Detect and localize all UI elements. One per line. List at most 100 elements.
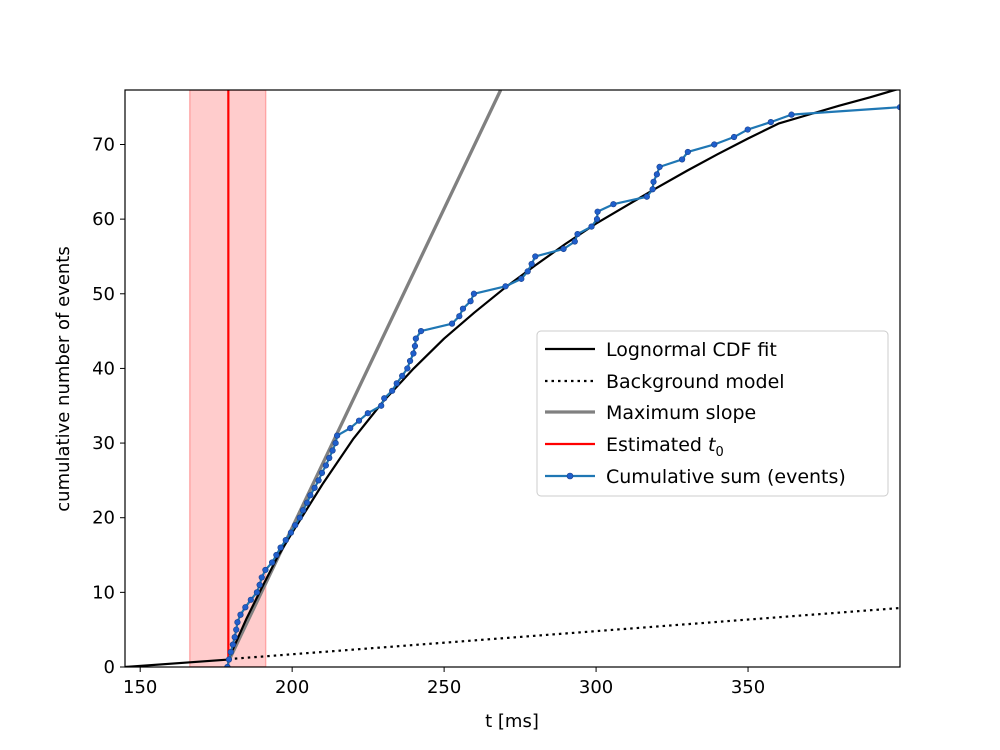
cumulative-sum-point [788, 111, 795, 118]
legend-label-background: Background model [606, 371, 785, 393]
cumulative-sum-point [744, 126, 751, 133]
cumulative-sum-point [404, 365, 411, 372]
axes: 150 200 250 300 350 0 10 20 30 40 50 60 70 [92, 134, 765, 698]
cumulative-sum-point [347, 425, 354, 432]
cumulative-sum-point [273, 551, 280, 559]
cumulative-sum-point [467, 298, 474, 305]
cumulative-sum-point [311, 484, 318, 491]
cumulative-sum-point [282, 537, 289, 544]
cumulative-sum-point [224, 663, 231, 667]
legend-label-cumsum: Cumulative sum (events) [606, 466, 846, 488]
cumulative-sum-point [532, 253, 539, 260]
cumulative-sum-point [560, 245, 567, 253]
y-tick-label: 20 [92, 508, 115, 529]
x-tick-label: 200 [275, 677, 309, 698]
axes-frame [124, 89, 901, 668]
cumulative-sum-point [258, 574, 265, 581]
cumulative-sum-point [456, 313, 463, 320]
cumulative-sum-point [411, 342, 419, 350]
cumulative-sum-point [399, 372, 406, 379]
cumulative-sum-point [571, 238, 578, 245]
x-tick-label: 250 [427, 677, 461, 698]
legend-label-fit: Lognormal CDF fit [606, 339, 777, 361]
cumulative-sum-point [594, 208, 601, 215]
cumulative-sum-point [378, 402, 385, 409]
cumulative-sum-point [237, 611, 244, 618]
cumulative-sum-point [277, 544, 284, 551]
y-tick-label: 10 [92, 582, 115, 603]
legend-label-t0-subscript: 0 [715, 445, 723, 460]
legend-marker-cumsum [566, 472, 574, 480]
plot-area [125, 90, 900, 667]
cumulative-sum-point [318, 469, 326, 477]
cumulative-sum-point [656, 163, 663, 170]
cumulative-sum-point [268, 559, 276, 566]
y-axis-label: cumulative number of events [53, 246, 74, 511]
cumulative-sum-point [296, 514, 303, 521]
y-tick-label: 30 [92, 433, 115, 454]
cumulative-sum-point [711, 141, 718, 148]
cumulative-sum-point [653, 171, 660, 178]
cumulative-sum-point [355, 417, 363, 424]
cumulative-sum-point [678, 156, 686, 163]
cumulative-sum-point [262, 566, 269, 574]
cumulative-sum-point [234, 619, 241, 626]
cumulative-sum-point [470, 290, 478, 297]
y-tick-label: 50 [92, 284, 115, 305]
cumulative-sum-point [410, 350, 417, 357]
legend-label-t0: Estimated t0 [606, 434, 724, 460]
cumulative-sum-point [253, 589, 261, 596]
cumulative-sum-point [231, 634, 238, 641]
cumulative-sum-point [334, 432, 341, 439]
cumulative-sum-point [649, 186, 656, 193]
cumulative-sum-point [588, 223, 595, 230]
cumulative-sum-point [225, 656, 233, 663]
legend-label-t0-text: Estimated [606, 434, 708, 456]
cumulative-sum-point [299, 507, 307, 514]
cumulative-sum-point [247, 596, 254, 603]
cumulative-sum-point [393, 380, 400, 387]
cumulative-sum-point [412, 335, 419, 342]
legend-label-max-slope: Maximum slope [606, 402, 756, 424]
cumulative-sum-point [332, 439, 339, 447]
y-tick-label: 0 [104, 657, 115, 678]
y-tick-label: 40 [92, 358, 115, 379]
cumulative-sum-point [448, 320, 456, 327]
legend-frame [536, 330, 889, 497]
cumulative-sum-point [326, 454, 333, 462]
x-tick-label: 350 [731, 677, 765, 698]
cumulative-sum-point [307, 492, 314, 499]
cumulative-sum-point [593, 216, 601, 223]
x-axis-label: t [ms] [485, 711, 539, 732]
cumulative-sum-point [292, 522, 299, 529]
cumulative-sum-point [417, 328, 425, 335]
cumulative-sum-point [643, 193, 650, 200]
cumulative-sum-point [242, 604, 249, 611]
cumulative-sum-point [389, 387, 396, 394]
cumulative-sum-point [610, 201, 617, 208]
y-tick-label: 60 [92, 209, 115, 230]
cumulative-sum-point [227, 648, 234, 656]
cumulative-sum-point [303, 499, 311, 506]
cumulative-sum-point [524, 268, 531, 275]
cumulative-sum-point [315, 477, 322, 484]
background-model-line [228, 606, 900, 661]
cumulative-sum-point [896, 104, 900, 111]
cumulative-sum-point [730, 133, 738, 141]
cumulative-sum-point [518, 275, 525, 282]
cumulative-sum-line [226, 106, 900, 667]
cumulative-sum-point [574, 230, 581, 238]
cumulative-sum-point [229, 641, 236, 648]
y-tick-label: 70 [92, 134, 115, 155]
legend-label-t0-symbol: t [708, 434, 717, 456]
cumulative-sum-point [322, 462, 329, 469]
cumulative-sum-point [256, 581, 263, 588]
x-tick-label: 300 [579, 677, 613, 698]
cumulative-sum-point [684, 148, 691, 156]
cumulative-sum-point [287, 529, 295, 536]
cumulative-sum-point [767, 118, 774, 126]
cumulative-sum-point [406, 357, 414, 365]
x-tick-label: 150 [123, 677, 157, 698]
cumulative-sum-point [364, 410, 371, 417]
